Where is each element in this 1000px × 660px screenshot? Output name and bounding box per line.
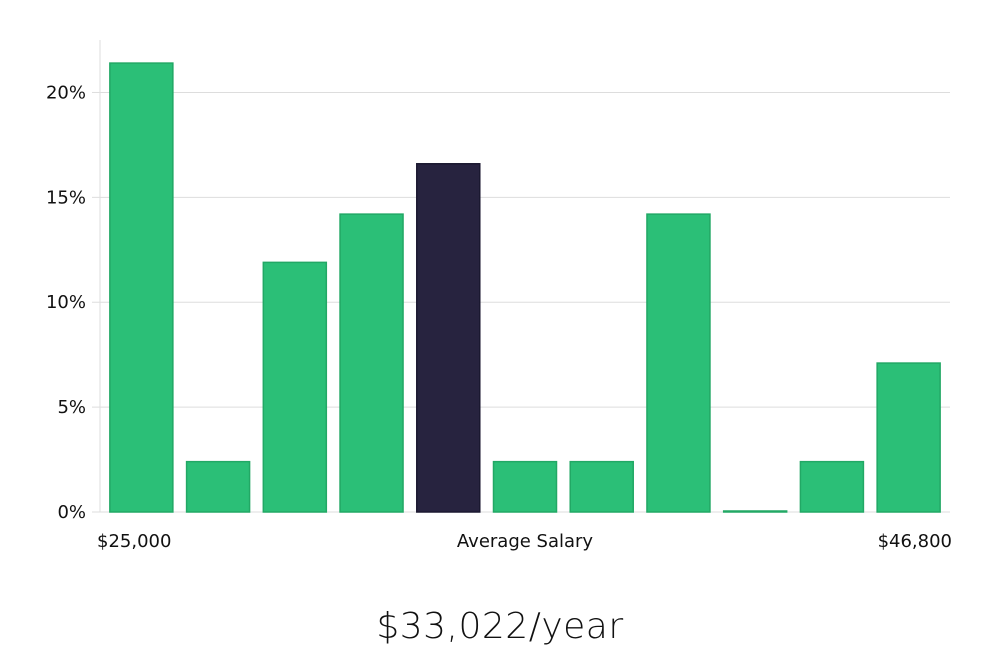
bar-highlighted [416, 163, 481, 513]
bar [185, 460, 251, 513]
x-min-label: $25,000 [97, 531, 171, 552]
bar [109, 62, 174, 513]
y-tick-labels: 0% 5% 10% 15% 20% [46, 82, 86, 523]
y-tick-label: 15% [46, 187, 86, 208]
y-tick-label: 20% [46, 82, 86, 103]
x-axis-title: Average Salary [457, 531, 594, 552]
y-tick-label: 10% [46, 292, 86, 313]
y-tick-label: 5% [57, 397, 86, 418]
bar [569, 460, 634, 513]
bar [339, 213, 404, 513]
y-tick-label: 0% [57, 502, 86, 523]
bar [646, 213, 711, 513]
bar [262, 261, 328, 513]
bars [109, 62, 941, 513]
bar [876, 362, 941, 513]
x-axis-labels: $25,000 Average Salary $46,800 [97, 531, 952, 552]
x-max-label: $46,800 [878, 531, 952, 552]
bar [722, 510, 788, 513]
grid-lines [92, 91, 950, 513]
average-salary-value: $33,022/year [376, 606, 624, 647]
salary-histogram: 0% 5% 10% 15% 20% $25,000 Average Salary $46… [46, 40, 952, 552]
bar [799, 460, 865, 513]
bar [492, 460, 558, 513]
